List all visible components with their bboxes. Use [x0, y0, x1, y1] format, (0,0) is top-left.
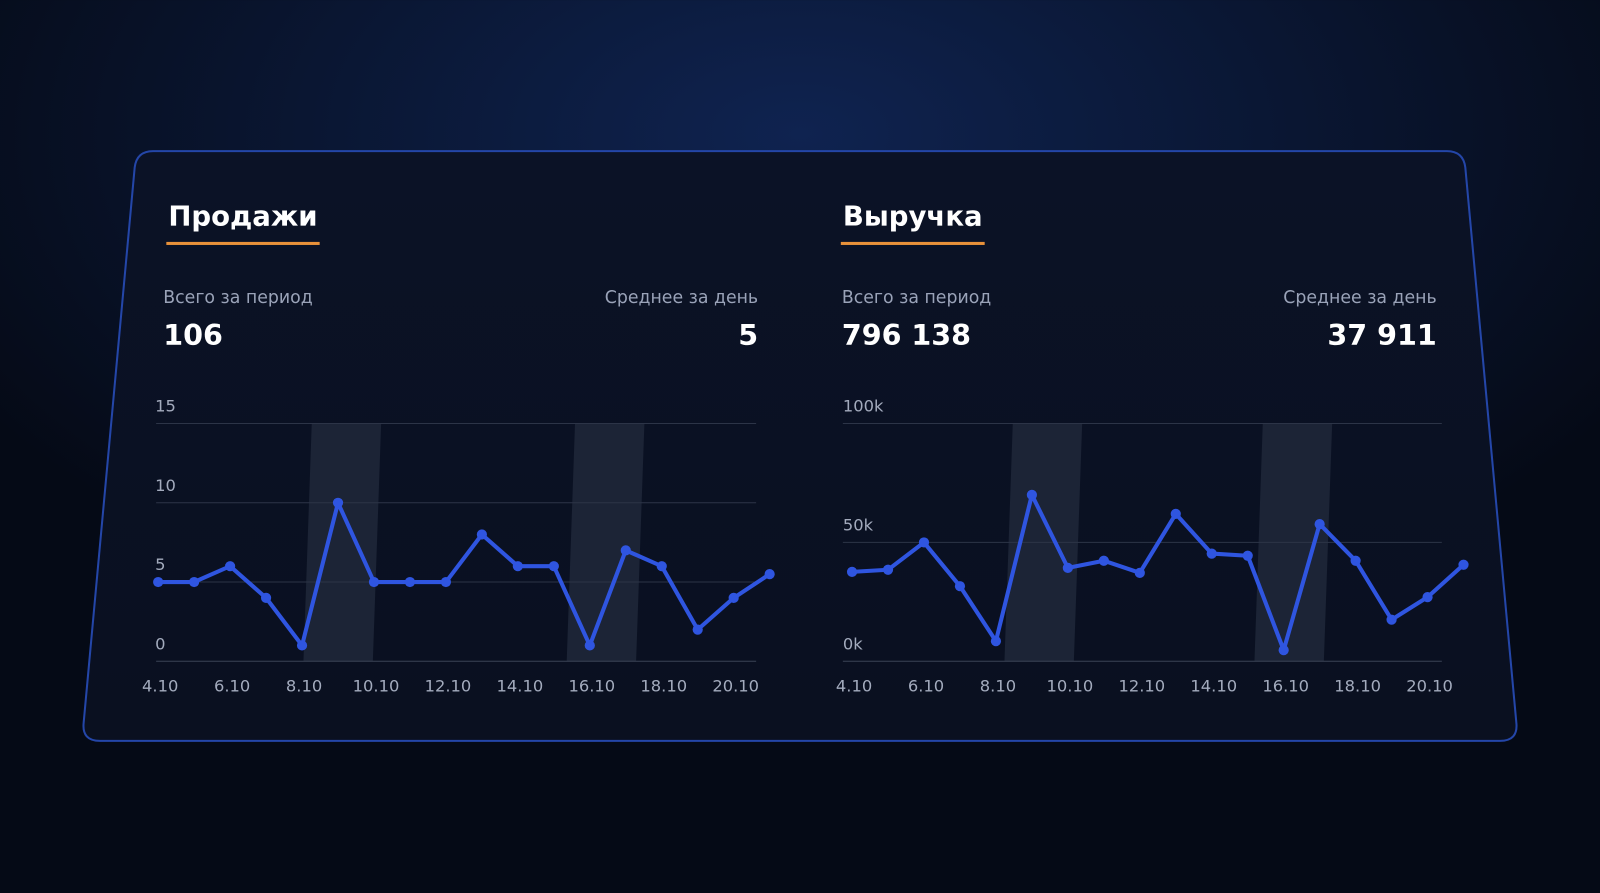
data-point — [620, 545, 631, 556]
x-tick-label: 6.10 — [214, 676, 250, 695]
card-title: Выручка — [843, 200, 983, 232]
data-point — [260, 592, 272, 603]
data-point — [584, 640, 595, 651]
data-point — [990, 635, 1002, 647]
data-point — [692, 624, 703, 635]
x-tick-label: 4.10 — [836, 676, 872, 695]
x-tick-label: 12.10 — [425, 676, 472, 695]
data-point — [1386, 614, 1397, 625]
total-value: 106 — [163, 318, 223, 352]
data-point — [1278, 645, 1289, 656]
data-point — [1134, 567, 1145, 578]
data-point — [1062, 562, 1073, 573]
y-tick-label: 10 — [155, 476, 176, 495]
y-tick-label: 100k — [843, 397, 884, 416]
data-point — [846, 566, 858, 578]
avg-value: 5 — [738, 318, 758, 352]
title-underline — [166, 241, 320, 245]
x-tick-label: 10.10 — [353, 676, 400, 695]
avg-label: Среднее за день — [1283, 288, 1436, 308]
data-point — [1206, 548, 1217, 559]
card-title: Продажи — [168, 200, 317, 232]
data-line — [851, 492, 1465, 653]
total-label: Всего за период — [163, 288, 312, 308]
data-point — [332, 497, 344, 508]
data-point — [548, 561, 559, 572]
x-tick-label: 18.10 — [640, 676, 687, 695]
data-point — [368, 576, 380, 588]
data-point — [1242, 550, 1253, 561]
data-point — [1458, 559, 1469, 570]
data-point — [1170, 508, 1181, 519]
data-point — [225, 561, 236, 572]
y-tick-label: 5 — [155, 555, 165, 574]
avg-value: 37 911 — [1327, 318, 1436, 352]
data-line — [158, 500, 771, 648]
data-point — [1026, 489, 1037, 500]
data-point — [153, 576, 164, 588]
data-point — [954, 581, 966, 592]
total-value: 796 138 — [842, 318, 971, 352]
weekend-band — [303, 423, 382, 662]
y-tick-label: 50k — [843, 516, 874, 535]
x-tick-label: 12.10 — [1118, 676, 1165, 695]
data-point — [512, 561, 523, 572]
data-point — [189, 576, 200, 588]
x-tick-label: 16.10 — [1262, 676, 1309, 695]
data-point — [656, 561, 667, 572]
x-tick-label: 10.10 — [1047, 676, 1094, 695]
data-point — [1098, 555, 1109, 566]
x-tick-label: 16.10 — [568, 676, 615, 695]
data-point — [1314, 519, 1325, 530]
x-tick-label: 18.10 — [1334, 676, 1381, 695]
data-point — [1350, 555, 1361, 566]
total-label: Всего за период — [842, 288, 991, 308]
y-tick-label: 15 — [155, 397, 176, 416]
title-underline — [840, 241, 985, 245]
x-tick-label: 8.10 — [980, 676, 1016, 695]
x-tick-label: 20.10 — [1406, 676, 1453, 695]
weekend-band — [566, 423, 645, 662]
x-tick-label: 14.10 — [1190, 676, 1237, 695]
data-point — [440, 576, 452, 588]
data-point — [918, 537, 930, 548]
y-tick-label: 0k — [843, 634, 863, 653]
data-point — [728, 592, 739, 603]
data-point — [404, 576, 416, 588]
data-point — [476, 529, 487, 540]
x-tick-label: 8.10 — [286, 676, 322, 695]
data-point — [296, 640, 308, 651]
data-point — [1422, 592, 1433, 603]
x-tick-label: 20.10 — [712, 676, 759, 695]
data-point — [882, 564, 894, 575]
x-tick-label: 4.10 — [142, 676, 178, 695]
panel — [82, 150, 1518, 742]
y-tick-label: 0 — [155, 634, 165, 653]
data-point — [764, 569, 775, 580]
x-tick-label: 6.10 — [908, 676, 944, 695]
avg-label: Среднее за день — [605, 288, 758, 308]
x-tick-label: 14.10 — [497, 676, 544, 695]
